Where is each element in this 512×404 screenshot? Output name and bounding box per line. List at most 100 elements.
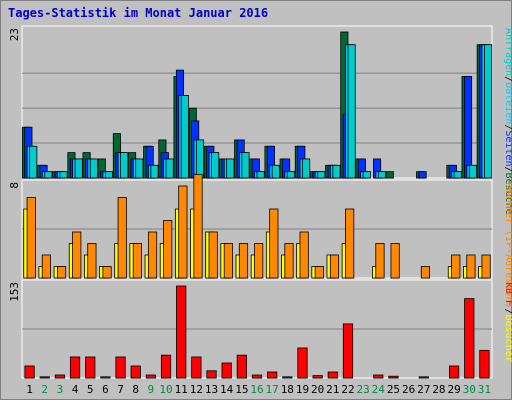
x-tick-label: 20	[311, 383, 324, 396]
bar-visitors-day-18	[284, 243, 294, 279]
bar-visitors-day-20	[314, 266, 324, 279]
bar-requests-day-11	[180, 95, 189, 179]
bar-requests-day-31	[484, 44, 493, 179]
bar-kbytes-day-16	[251, 374, 263, 379]
bar-pages-day-27	[418, 171, 427, 179]
bar-requests-day-7	[120, 152, 129, 179]
bar-kbytes-day-10	[160, 354, 172, 379]
bar-visitors-day-25	[390, 243, 400, 279]
bar-visitors-day-8	[132, 243, 142, 279]
panel-middle: 8 Rechner (IP-Adressen)/Besucher	[8, 174, 512, 363]
bar-kbytes-day-25	[388, 375, 399, 379]
bar-kbytes-day-11	[176, 285, 187, 379]
x-tick-label: 28	[432, 383, 445, 396]
bar-kbytes-day-30	[464, 298, 475, 379]
bar-kbytes-day-20	[312, 375, 323, 379]
bar-visitors-day-19	[299, 231, 309, 279]
x-tick-label: 5	[87, 383, 94, 396]
x-tick-label: 7	[117, 383, 124, 396]
x-tick-label: 16	[250, 383, 263, 396]
bar-kbytes-day-31	[479, 349, 490, 379]
bar-kbytes-day-2	[39, 376, 50, 379]
bar-requests-day-14	[226, 158, 235, 179]
bar-requests-day-21	[332, 164, 341, 179]
x-tick-label: 21	[326, 383, 339, 396]
bar-kbytes-day-9	[145, 374, 156, 379]
x-tick-label: 22	[341, 383, 354, 396]
bar-requests-day-23	[362, 171, 371, 179]
bar-visitors-day-27	[420, 266, 431, 279]
x-tick-label: 2	[41, 383, 48, 396]
x-tick-label: 29	[447, 383, 460, 396]
bar-requests-day-1	[29, 145, 38, 179]
side-label-part: /	[503, 308, 512, 314]
y-max-label: 23	[8, 28, 21, 41]
bar-requests-day-22	[347, 44, 356, 179]
x-tick-label: 6	[102, 383, 109, 396]
bar-visitors-day-1	[26, 197, 36, 279]
side-label-part: Anfragen	[503, 28, 512, 76]
x-tick-label: 17	[266, 383, 279, 396]
bar-kbytes-day-3	[54, 374, 66, 379]
bar-visitors-day-17	[269, 208, 279, 279]
x-tick-label: 23	[357, 383, 370, 396]
bar-visitors-day-14	[223, 243, 233, 279]
bar-visits-day-25	[385, 171, 394, 179]
bar-requests-day-9	[150, 164, 159, 179]
bar-visitors-day-6	[102, 266, 112, 279]
x-tick-label: 4	[72, 383, 79, 396]
side-label: kB F	[503, 282, 512, 306]
bar-visitors-day-21	[329, 254, 340, 279]
bar-kbytes-day-18	[282, 376, 293, 379]
bar-requests-day-16	[256, 171, 265, 179]
y-max-label: 8	[8, 182, 21, 189]
x-tick-label: 8	[132, 383, 139, 396]
bar-requests-day-3	[59, 171, 68, 179]
bar-kbytes-day-19	[297, 347, 308, 379]
side-label-part: /	[503, 167, 512, 173]
bar-visitors-day-30	[466, 254, 476, 279]
side-label-part: /	[503, 124, 512, 130]
side-label-part: Besucher	[503, 314, 512, 362]
bar-kbytes-day-12	[191, 356, 202, 379]
chart-title: Tages-Statistik im Monat Januar 2016	[8, 6, 268, 20]
bar-visitors-day-15	[238, 243, 249, 279]
bar-requests-day-24	[377, 171, 386, 179]
x-tick-label: 26	[402, 383, 415, 396]
bar-kbytes-day-1	[24, 365, 35, 379]
bar-kbytes-day-17	[267, 371, 278, 379]
bar-requests-day-5	[89, 158, 98, 179]
bar-kbytes-day-24	[373, 374, 384, 379]
bar-kbytes-day-8	[130, 365, 141, 379]
bar-visitors-day-9	[147, 231, 158, 279]
bar-visitors-day-2	[41, 254, 51, 279]
bar-visitors-day-10	[163, 220, 173, 279]
x-axis-labels: 1 2 3 4 5 6 7 8 9 10 11 12 13 14 15 16 17 18 19 20 21 22 23 24 2…	[26, 383, 491, 396]
bar-kbytes-day-5	[85, 356, 96, 379]
bar-kbytes-day-13	[206, 370, 217, 379]
bar-requests-day-13	[211, 152, 220, 179]
side-label-part: Dateien	[503, 82, 512, 124]
bar-kbytes-day-14	[221, 362, 232, 379]
bar-visitors-day-7	[117, 197, 127, 279]
x-tick-label: 30	[463, 383, 476, 396]
y-max-label: 153	[8, 282, 21, 302]
side-label-part: Seiten	[503, 130, 512, 166]
bar-requests-day-19	[302, 158, 311, 179]
bar-requests-day-2	[44, 171, 53, 179]
bar-kbytes-day-27	[418, 376, 429, 379]
panel-bottom: 153 kB F	[8, 279, 512, 379]
bar-visitors-day-31	[481, 254, 491, 279]
bar-requests-day-10	[165, 158, 174, 179]
x-tick-label: 19	[296, 383, 309, 396]
x-tick-label: 25	[387, 383, 400, 396]
bar-requests-day-8	[135, 158, 144, 179]
bar-requests-day-12	[195, 139, 205, 179]
bar-visitors-day-5	[87, 243, 97, 279]
side-label-part: Rechner (IP-Adressen)	[503, 182, 512, 308]
panel-frame	[21, 25, 493, 179]
bar-pages-day-30	[464, 76, 473, 179]
bar-requests-day-20	[317, 171, 326, 179]
side-label-part: /	[503, 76, 512, 82]
